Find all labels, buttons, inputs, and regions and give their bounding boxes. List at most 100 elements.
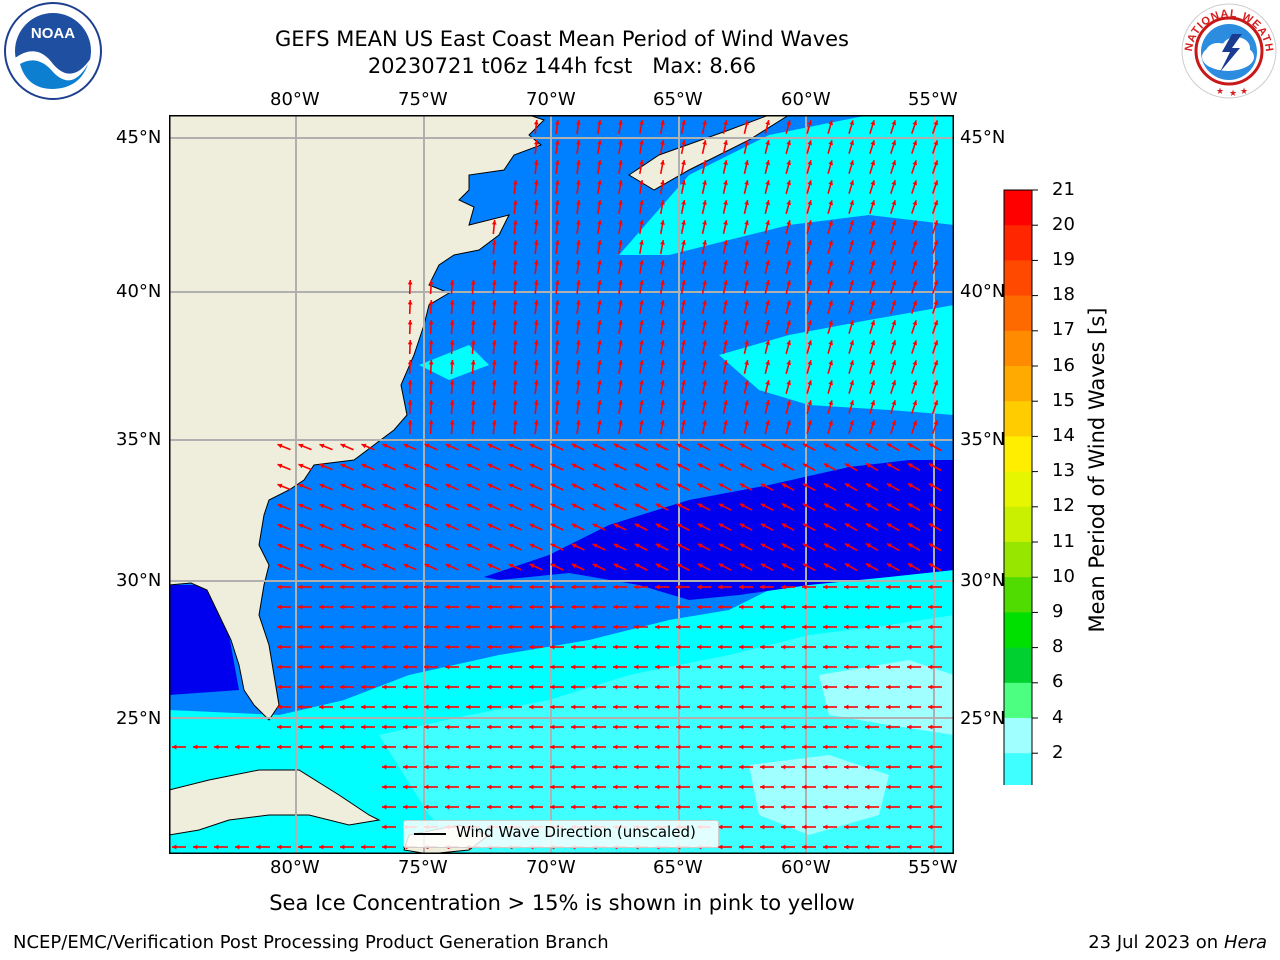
wind-wave-arrowhead <box>424 463 430 469</box>
wind-wave-arrowhead <box>428 300 434 305</box>
wind-wave-arrowhead <box>382 664 387 670</box>
wind-wave-arrowhead <box>744 420 749 425</box>
wind-wave-arrowhead <box>865 764 870 770</box>
wind-wave-arrowhead <box>639 180 644 185</box>
wind-wave-arrowhead <box>781 824 786 830</box>
wind-wave-arrowhead <box>340 644 345 650</box>
wind-wave-arrowhead <box>256 744 261 750</box>
wind-wave-arrowhead <box>739 724 744 730</box>
wind-wave-arrowhead <box>823 824 828 830</box>
wind-wave-arrowhead <box>576 120 581 125</box>
wind-wave-arrowhead <box>361 443 367 449</box>
colorbar-tick-12: 12 <box>1052 495 1075 516</box>
wind-wave-arrowhead <box>828 360 833 366</box>
wind-wave-arrowhead <box>639 380 644 385</box>
lon-label-bottom-65w: 65°W <box>653 857 703 878</box>
wind-wave-arrowhead <box>886 644 891 650</box>
wind-wave-arrowhead <box>702 200 707 205</box>
wind-wave-arrowhead <box>277 604 282 610</box>
wind-wave-arrowhead <box>424 684 429 690</box>
wind-wave-arrowhead <box>277 483 283 489</box>
wind-wave-arrowhead <box>865 684 870 690</box>
wind-wave-arrowhead <box>487 724 492 730</box>
colorbar-tick-6: 6 <box>1052 671 1064 692</box>
wind-wave-arrowhead <box>907 483 913 488</box>
wind-wave-arrowhead <box>723 420 728 425</box>
wind-wave-arrowhead <box>807 200 812 206</box>
wind-wave-arrowhead <box>697 684 702 690</box>
wind-wave-arrowhead <box>849 400 854 406</box>
wind-wave-arrowhead <box>760 704 765 710</box>
wind-wave-arrowhead <box>702 360 707 365</box>
wind-wave-arrowhead <box>891 340 897 346</box>
wind-wave-arrowhead <box>533 200 539 205</box>
wind-wave-arrowhead <box>576 320 581 325</box>
wind-wave-arrowhead <box>865 744 870 750</box>
wind-wave-arrowhead <box>550 563 556 569</box>
wind-wave-arrowhead <box>765 280 770 285</box>
wind-wave-arrowhead <box>403 684 408 690</box>
wind-wave-arrowhead <box>361 624 366 630</box>
wind-wave-arrowhead <box>555 420 560 425</box>
wind-wave-arrowhead <box>634 463 640 468</box>
wind-wave-arrowhead <box>576 280 581 285</box>
wind-wave-arrowhead <box>466 644 471 650</box>
wind-wave-arrowhead <box>823 523 829 528</box>
colorbar-tick-10: 10 <box>1052 566 1075 587</box>
wind-wave-arrowhead <box>403 443 409 449</box>
wind-wave-arrowhead <box>445 563 451 569</box>
wind-wave-arrowhead <box>634 503 640 508</box>
wind-wave-arrowhead <box>933 340 939 346</box>
wind-wave-arrowhead <box>298 463 304 469</box>
wind-wave-arrowhead <box>613 563 619 568</box>
wind-wave-arrowhead <box>723 320 728 325</box>
wind-wave-arrowhead <box>550 483 556 489</box>
wind-wave-arrowhead <box>424 704 429 710</box>
wind-wave-arrowhead <box>533 400 539 405</box>
wind-wave-arrowhead <box>340 443 346 449</box>
wind-wave-arrowhead <box>760 644 765 650</box>
wind-wave-arrowhead <box>739 584 744 590</box>
wind-wave-arrowhead <box>681 180 686 185</box>
wind-wave-arrowhead <box>613 664 618 670</box>
wind-wave-arrowhead <box>298 744 303 750</box>
wind-wave-arrowhead <box>550 704 555 710</box>
wind-wave-arrowhead <box>828 200 833 206</box>
wind-wave-arrowhead <box>886 463 892 468</box>
wind-wave-arrowhead <box>702 380 707 385</box>
wind-wave-arrowhead <box>681 160 686 165</box>
wind-wave-arrowhead <box>660 160 665 165</box>
wind-wave-arrowhead <box>781 503 787 508</box>
wind-wave-arrowhead <box>912 200 918 206</box>
wind-wave-arrowhead <box>466 704 471 710</box>
wind-wave-arrowhead <box>907 463 913 468</box>
wind-wave-arrowhead <box>697 463 703 468</box>
wind-wave-arrowhead <box>576 200 581 205</box>
wind-wave-arrowhead <box>723 380 728 385</box>
wind-wave-arrowhead <box>870 300 876 306</box>
wind-wave-arrowhead <box>592 804 597 810</box>
lat-label-right-45n: 45°N <box>960 127 1006 148</box>
wind-wave-arrowhead <box>660 200 665 205</box>
wind-wave-arrowhead <box>823 543 829 548</box>
wind-wave-arrowhead <box>891 180 897 186</box>
wind-wave-arrowhead <box>907 523 913 528</box>
wind-wave-arrowhead <box>550 463 556 469</box>
wind-wave-arrowhead <box>802 563 808 568</box>
wind-wave-arrowhead <box>702 260 707 265</box>
wind-wave-arrowhead <box>361 483 367 489</box>
wind-wave-arrowhead <box>613 543 619 548</box>
wind-wave-arrowhead <box>802 784 807 790</box>
wind-wave-arrowhead <box>681 200 686 205</box>
wind-wave-arrowhead <box>613 704 618 710</box>
wind-wave-arrowhead <box>697 624 702 630</box>
wind-wave-arrowhead <box>340 604 345 610</box>
wind-wave-arrowhead <box>702 220 707 225</box>
colorbar-segment <box>1004 718 1032 754</box>
colorbar-segment <box>1004 260 1032 297</box>
wind-wave-arrowhead <box>849 340 854 346</box>
wind-wave-arrowhead <box>702 140 707 145</box>
wind-wave-arrowhead <box>739 844 744 850</box>
wind-wave-arrowhead <box>382 704 387 710</box>
wind-wave-arrowhead <box>424 784 429 790</box>
